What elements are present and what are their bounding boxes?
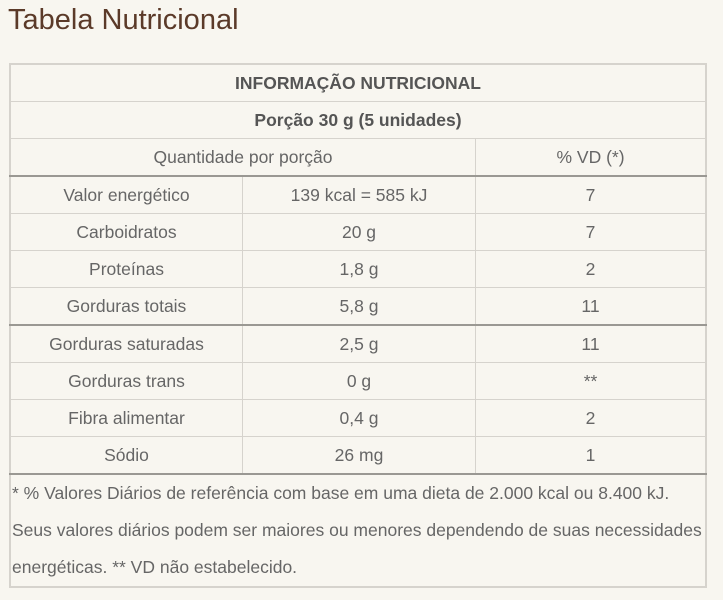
page-title: Tabela Nutricional [8,4,239,36]
nutrient-amount: 2,5 g [242,324,476,363]
nutrient-name: Gorduras trans [9,362,243,400]
nutrient-vd: 7 [475,213,707,251]
nutrient-name: Proteínas [9,250,243,288]
footnote: * % Valores Diários de referência com ba… [9,473,707,588]
table-row: Gorduras totais 5,8 g 11 [9,287,707,326]
table-row: Valor energético 139 kcal = 585 kJ 7 [9,175,707,214]
portion-size: Porção 30 g (5 unidades) [9,101,707,139]
nutrient-amount: 139 kcal = 585 kJ [242,175,476,214]
nutrition-table: INFORMAÇÃO NUTRICIONAL Porção 30 g (5 un… [9,63,707,588]
nutrient-amount: 0,4 g [242,399,476,437]
nutrient-amount: 1,8 g [242,250,476,288]
column-header-quantity: Quantidade por porção [9,138,476,177]
nutrient-name: Sódio [9,436,243,475]
nutrient-vd: 2 [475,399,707,437]
nutrient-name: Fibra alimentar [9,399,243,437]
table-row: Gorduras saturadas 2,5 g 11 [9,324,707,363]
nutrient-name: Gorduras totais [9,287,243,326]
table-row: Gorduras trans 0 g ** [9,362,707,400]
table-row: Sódio 26 mg 1 [9,436,707,475]
nutrient-name: Gorduras saturadas [9,324,243,363]
nutrient-name: Carboidratos [9,213,243,251]
nutrient-vd: ** [475,362,707,400]
nutrient-vd: 2 [475,250,707,288]
nutrient-vd: 11 [475,287,707,326]
nutrient-vd: 7 [475,175,707,214]
nutrient-amount: 5,8 g [242,287,476,326]
table-heading: INFORMAÇÃO NUTRICIONAL [9,63,707,102]
nutrient-amount: 0 g [242,362,476,400]
nutrient-vd: 11 [475,324,707,363]
nutrient-name: Valor energético [9,175,243,214]
nutrient-vd: 1 [475,436,707,475]
nutrient-amount: 26 mg [242,436,476,475]
column-header-vd: % VD (*) [475,138,707,177]
nutrient-amount: 20 g [242,213,476,251]
